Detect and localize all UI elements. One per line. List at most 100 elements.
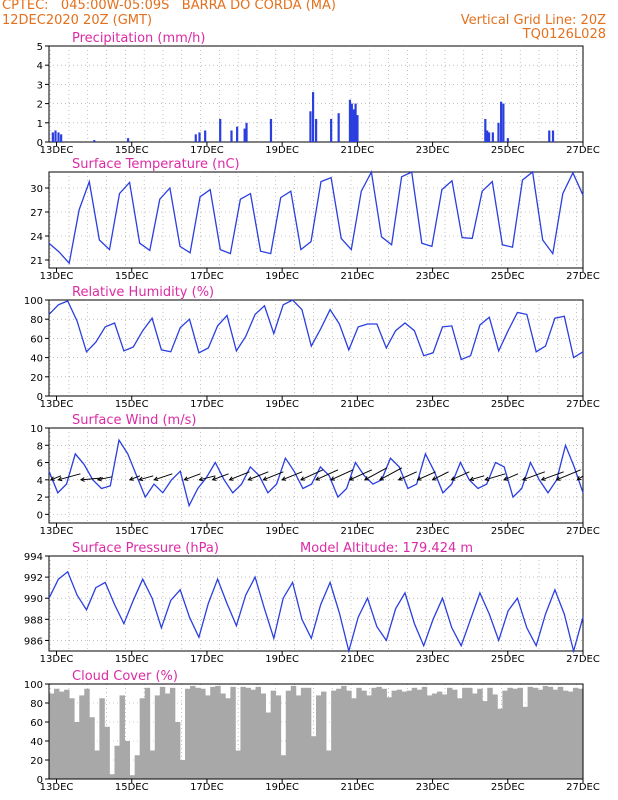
- cloud-bar: [49, 693, 55, 779]
- cloud-bar: [225, 698, 231, 779]
- precipitation-ytick-label: 0: [37, 138, 43, 149]
- wind-vector: [556, 469, 581, 481]
- wind-arrowhead: [281, 476, 287, 481]
- grid-note: Vertical Grid Line: 20Z: [460, 13, 606, 28]
- precipitation-date-label: 19DEC: [265, 145, 299, 156]
- pressure-ytick-label: 986: [24, 636, 43, 647]
- wind-arrowhead: [228, 476, 234, 481]
- cloud-bar: [527, 686, 534, 779]
- cloud-bar: [174, 722, 181, 779]
- precipitation-date-label: 17DEC: [190, 145, 224, 156]
- precipitation-date-label: 23DEC: [416, 145, 450, 156]
- cloud-bar: [482, 701, 488, 779]
- cloud-bar: [210, 686, 216, 779]
- precip-bar: [502, 103, 505, 142]
- cloud-bar: [572, 687, 579, 779]
- cloud-bar: [326, 750, 332, 779]
- humidity-ytick-label: 0: [37, 392, 43, 403]
- cloud-bar: [567, 691, 574, 779]
- cloud-bar: [381, 688, 387, 779]
- precip-bar: [243, 128, 246, 142]
- cloud-bar: [195, 687, 201, 779]
- temperature-date-label: 21DEC: [340, 271, 374, 282]
- cloud-bar: [179, 760, 186, 779]
- wind-vector: [379, 467, 403, 481]
- cloud-bar: [310, 736, 317, 779]
- precip-bar: [506, 138, 509, 142]
- pressure-ytick-label: 990: [24, 594, 43, 605]
- cloud-date-label: 27DEC: [566, 782, 600, 793]
- wind-arrowhead: [128, 476, 134, 481]
- cloud-bar: [99, 698, 105, 779]
- cloud-bar: [366, 695, 372, 779]
- precipitation-date-label: 15DEC: [115, 145, 149, 156]
- cloud-ytick-label: 0: [37, 775, 43, 786]
- cloud-bar: [507, 687, 513, 779]
- cloud-bar: [462, 687, 468, 779]
- cloud-bar: [235, 750, 241, 779]
- wind-arrowhead: [555, 476, 561, 481]
- wind-vector: [577, 475, 584, 481]
- humidity-date-label: 21DEC: [340, 399, 374, 410]
- model-code: TQ0126L028: [522, 27, 606, 42]
- wind-arrowhead: [57, 476, 63, 482]
- pressure-ytick-label: 994: [24, 552, 43, 563]
- wind-arrowhead: [300, 476, 305, 481]
- precip-bar: [219, 118, 222, 142]
- wind-panel: Surface Wind (m/s) 0 2 4 6 8 10 13DEC 15DEC 17DEC…: [30, 413, 600, 537]
- wind-vector: [199, 475, 216, 481]
- wind-vector: [315, 469, 339, 481]
- pressure-date-label: 23DEC: [416, 654, 450, 665]
- precip-bar: [352, 109, 355, 142]
- wind-vector: [300, 469, 324, 481]
- cloud-bar: [139, 698, 146, 779]
- cloud-bar: [391, 690, 398, 779]
- wind-vector: [97, 476, 112, 481]
- wind-vector: [58, 473, 81, 481]
- cloud-bar: [517, 687, 523, 779]
- cloud-bar: [542, 685, 549, 779]
- wind-arrowhead: [79, 477, 85, 482]
- cloud-bar: [371, 687, 377, 779]
- cloud-bar: [411, 687, 418, 779]
- cloud-bar: [119, 695, 125, 779]
- precipitation-ytick-label: 5: [37, 42, 43, 53]
- cloud-area: [49, 685, 584, 779]
- cloud-bar: [54, 688, 60, 779]
- wind-arrowhead: [330, 476, 336, 481]
- cloud-bar: [441, 694, 448, 779]
- cloud-bar: [69, 698, 75, 779]
- humidity-series-line: [48, 299, 584, 361]
- pressure-date-label: 15DEC: [115, 654, 149, 665]
- cloud-bar: [84, 688, 90, 779]
- cloud-bar: [577, 688, 584, 779]
- wind-ytick-label: 2: [37, 493, 43, 504]
- cloud-bar: [240, 686, 246, 779]
- cloud-bar: [321, 691, 327, 779]
- humidity-ytick-label: 100: [24, 296, 43, 307]
- temperature-date-label: 13DEC: [40, 271, 74, 282]
- precip-bar: [487, 132, 491, 142]
- cloud-bar: [502, 690, 508, 779]
- cloud-bar: [557, 686, 564, 779]
- wind-ytick-label: 0: [37, 510, 43, 521]
- pressure-date-label: 19DEC: [265, 654, 299, 665]
- cloud-bar: [487, 687, 493, 779]
- wind-arrowhead: [576, 476, 582, 481]
- wind-date-label: 17DEC: [190, 526, 224, 537]
- model-altitude-label: Model Altitude: 179.424 m: [300, 541, 473, 556]
- cloud-bar: [497, 708, 503, 779]
- precip-bar: [337, 113, 340, 142]
- cloud-bar: [356, 687, 362, 779]
- cloud-bar: [386, 697, 392, 779]
- wind-arrowhead: [198, 476, 204, 482]
- wind-vector: [263, 471, 284, 481]
- chart-header: CPTEC: 045:00W-05:09S BARRA DO CORDA (MA…: [0, 0, 618, 46]
- wind-date-label: 21DEC: [340, 526, 374, 537]
- wind-date-label: 15DEC: [115, 526, 149, 537]
- cloud-bar: [401, 691, 408, 779]
- precip-bar: [57, 132, 60, 142]
- precipitation-ytick-label: 3: [37, 80, 43, 91]
- cloud-bar: [361, 690, 367, 779]
- wind-vector: [541, 471, 564, 481]
